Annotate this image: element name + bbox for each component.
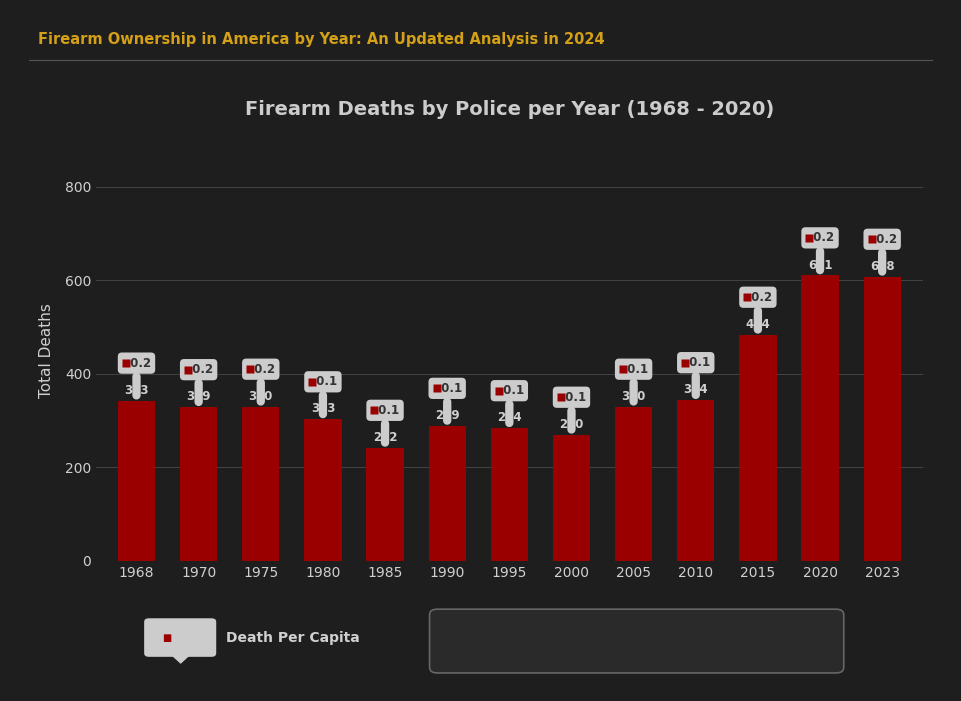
Y-axis label: Total Deaths: Total Deaths	[38, 303, 54, 398]
Bar	[801, 275, 839, 561]
Bar	[739, 334, 776, 561]
Bar	[180, 407, 217, 561]
Text: 344: 344	[683, 383, 708, 396]
Text: 381.75: 381.75	[682, 644, 730, 657]
Bar	[491, 428, 528, 561]
Text: Death Per Capita: Death Per Capita	[226, 631, 359, 644]
Bar	[429, 426, 466, 561]
Text: Firearm Ownership in America by Year: An Updated Analysis in 2024: Firearm Ownership in America by Year: An…	[38, 32, 605, 46]
Bar	[678, 400, 714, 561]
Text: 330: 330	[249, 390, 273, 403]
Text: 0.2: 0.2	[122, 357, 151, 395]
Text: 20,238: 20,238	[765, 625, 813, 637]
Text: 0.1: 0.1	[681, 356, 710, 395]
Text: 0.1: 0.1	[495, 384, 524, 423]
Text: 270: 270	[559, 418, 583, 431]
Text: ■: ■	[161, 632, 171, 643]
Bar	[864, 277, 900, 561]
Text: 0.1: 0.1	[308, 375, 337, 414]
Text: 0.2: 0.2	[246, 362, 276, 402]
Text: 242: 242	[373, 431, 397, 444]
Text: 284: 284	[497, 411, 522, 424]
Bar	[553, 435, 590, 561]
Bar	[305, 419, 341, 561]
Text: Total Firearm Deaths by Police:: Total Firearm Deaths by Police:	[527, 625, 751, 637]
Text: 329: 329	[186, 390, 210, 403]
Text: 330: 330	[622, 390, 646, 403]
Text: 0.1: 0.1	[557, 390, 586, 430]
Text: 0.2: 0.2	[743, 291, 773, 329]
Text: 303: 303	[310, 402, 335, 416]
Text: 0.1: 0.1	[432, 382, 461, 421]
Bar	[118, 400, 155, 561]
Bar	[615, 407, 653, 561]
Text: 0.1: 0.1	[371, 404, 400, 442]
Bar	[242, 407, 280, 561]
Title: Firearm Deaths by Police per Year (1968 - 2020): Firearm Deaths by Police per Year (1968 …	[245, 100, 774, 119]
Text: 289: 289	[435, 409, 459, 422]
Text: Average Deaths:: Average Deaths:	[559, 644, 680, 657]
Text: 343: 343	[124, 383, 149, 397]
Text: 0.2: 0.2	[185, 363, 213, 402]
Bar	[366, 448, 404, 561]
Text: 484: 484	[746, 318, 771, 331]
Text: 0.2: 0.2	[868, 233, 897, 271]
Text: 0.1: 0.1	[619, 362, 648, 402]
Text: 611: 611	[808, 259, 832, 271]
Text: 0.2: 0.2	[805, 231, 834, 270]
Text: 608: 608	[870, 260, 895, 273]
